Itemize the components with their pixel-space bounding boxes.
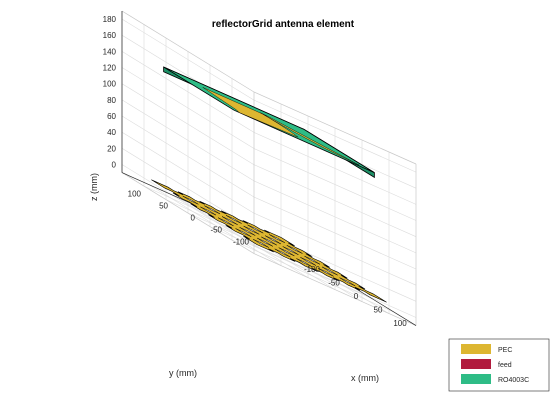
legend-swatch	[461, 359, 491, 369]
z-tick-label: 80	[107, 96, 116, 105]
legend-label: feed	[498, 362, 512, 369]
z-tick-label: 140	[103, 47, 117, 56]
y-gridline	[256, 152, 390, 315]
tick-labels: 0 20 40 60 80 100 120 140 160 180 -100 -50 0 50 100 -10…	[103, 15, 408, 328]
legend-swatch	[461, 374, 491, 384]
grid-hole	[182, 195, 199, 205]
grid-hole	[257, 237, 273, 247]
grid-hole	[200, 206, 217, 216]
z-tick-label: 20	[107, 144, 116, 153]
legend-label: PEC	[498, 347, 512, 354]
x-axis-label: x (mm)	[351, 373, 379, 383]
reflector-grid-plate	[151, 179, 387, 303]
grid-hole	[317, 267, 334, 277]
z-tick-label: 40	[107, 128, 116, 137]
grid-hole	[235, 228, 252, 237]
y-tick-label: -50	[210, 226, 222, 235]
grid-hole	[274, 248, 291, 258]
legend-swatch	[461, 344, 491, 354]
z-tick-label: 100	[103, 80, 117, 89]
box-edge	[253, 253, 417, 326]
x-tick-label: 100	[393, 319, 407, 328]
grid-hole	[247, 224, 264, 234]
box-edge	[121, 10, 255, 93]
y-tick-label: 100	[128, 190, 142, 199]
x-tick-label: 50	[374, 306, 383, 315]
grid-hole	[339, 277, 356, 287]
grid-hole	[217, 217, 234, 227]
x-tick-label: -100	[304, 265, 321, 274]
grid-hole	[296, 258, 313, 267]
grid-hole	[269, 234, 285, 243]
x-tick-label: 0	[354, 292, 359, 301]
box-edge	[121, 172, 255, 254]
grid-hole	[225, 215, 242, 224]
z-tick-label: 120	[103, 64, 117, 73]
grid-hole	[243, 225, 260, 235]
y-tick-label: 50	[159, 202, 168, 211]
axes-3d	[121, 10, 417, 326]
grid-hole	[204, 205, 221, 215]
grid-hole	[282, 246, 299, 255]
box-edge	[253, 91, 417, 165]
y-tick-label: -100	[233, 238, 250, 247]
grid-hole	[239, 227, 256, 236]
pec-arm-lower	[263, 114, 360, 166]
pec-arm-upper	[202, 87, 299, 138]
x-tick-label: -50	[328, 279, 340, 288]
grid-hole	[278, 247, 295, 257]
grid-hole	[261, 236, 277, 246]
grid-hole	[304, 255, 321, 265]
grid-hole	[321, 266, 338, 276]
legend: PEC feed RO4003C	[448, 338, 550, 392]
feed-mark	[260, 112, 268, 117]
y-tick-label: 0	[191, 214, 196, 223]
chart-title: reflectorGrid antenna element	[212, 19, 355, 30]
z-tick-label: 60	[107, 112, 116, 121]
y-axis-label: y (mm)	[169, 368, 197, 378]
antenna-substrate	[163, 66, 375, 179]
z-axis-label: z (mm)	[89, 173, 99, 201]
grid-hole	[253, 239, 269, 248]
grid-hole	[300, 257, 317, 266]
grid-hole	[286, 245, 303, 254]
legend-label: RO4003C	[498, 377, 529, 384]
z-tick-label: 180	[103, 15, 117, 24]
z-tick-label: 0	[112, 161, 117, 170]
z-tick-label: 160	[103, 31, 117, 40]
grid-hole	[221, 216, 238, 225]
grid-hole	[265, 235, 281, 245]
